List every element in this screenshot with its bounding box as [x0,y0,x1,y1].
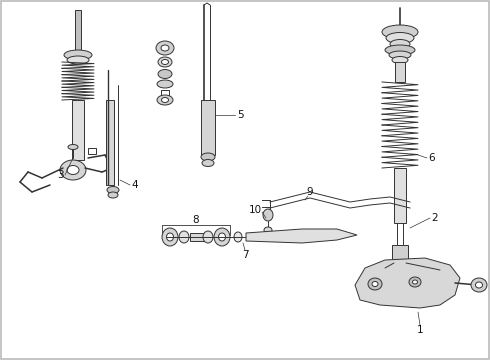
Text: 5: 5 [237,110,244,120]
Ellipse shape [162,98,169,103]
Ellipse shape [157,80,173,88]
Bar [201,100,215,155]
Ellipse shape [386,32,414,44]
Text: 9: 9 [307,187,313,197]
Bar [392,245,408,263]
Ellipse shape [179,231,189,243]
Ellipse shape [108,192,118,198]
Bar [161,90,169,96]
Ellipse shape [219,233,225,241]
Text: 8: 8 [193,215,199,225]
Ellipse shape [475,282,483,288]
Ellipse shape [67,166,79,175]
Bar [190,233,204,241]
Ellipse shape [107,186,119,194]
Bar [394,168,406,223]
Bar [88,148,96,154]
Ellipse shape [382,25,418,39]
Ellipse shape [234,232,242,242]
Ellipse shape [372,282,378,287]
Text: 1: 1 [416,325,423,335]
Bar [72,100,84,160]
Text: 4: 4 [132,180,138,190]
Text: 7: 7 [242,250,248,260]
Ellipse shape [158,57,172,67]
Ellipse shape [214,228,230,246]
Ellipse shape [64,50,92,60]
Ellipse shape [413,280,417,284]
Text: 10: 10 [248,205,262,215]
Ellipse shape [390,40,410,49]
Ellipse shape [67,56,89,64]
Ellipse shape [60,160,86,180]
Ellipse shape [167,233,173,241]
Ellipse shape [263,209,273,221]
Ellipse shape [264,227,272,233]
Ellipse shape [161,45,169,51]
Ellipse shape [392,57,408,63]
Ellipse shape [203,231,213,243]
Ellipse shape [389,51,411,59]
Text: 3: 3 [57,170,63,180]
Ellipse shape [156,41,174,55]
Ellipse shape [157,95,173,105]
Ellipse shape [162,228,178,246]
Ellipse shape [385,45,415,55]
Ellipse shape [68,144,78,149]
Ellipse shape [158,69,172,78]
Ellipse shape [202,159,214,166]
Bar [395,62,405,82]
Text: 6: 6 [429,153,435,163]
Ellipse shape [162,59,169,64]
Ellipse shape [471,278,487,292]
Ellipse shape [368,278,382,290]
Polygon shape [246,229,357,243]
Text: 2: 2 [432,213,439,223]
Bar [106,100,114,185]
Polygon shape [355,258,460,308]
Ellipse shape [409,277,421,287]
Ellipse shape [201,153,215,161]
Bar [75,10,81,55]
